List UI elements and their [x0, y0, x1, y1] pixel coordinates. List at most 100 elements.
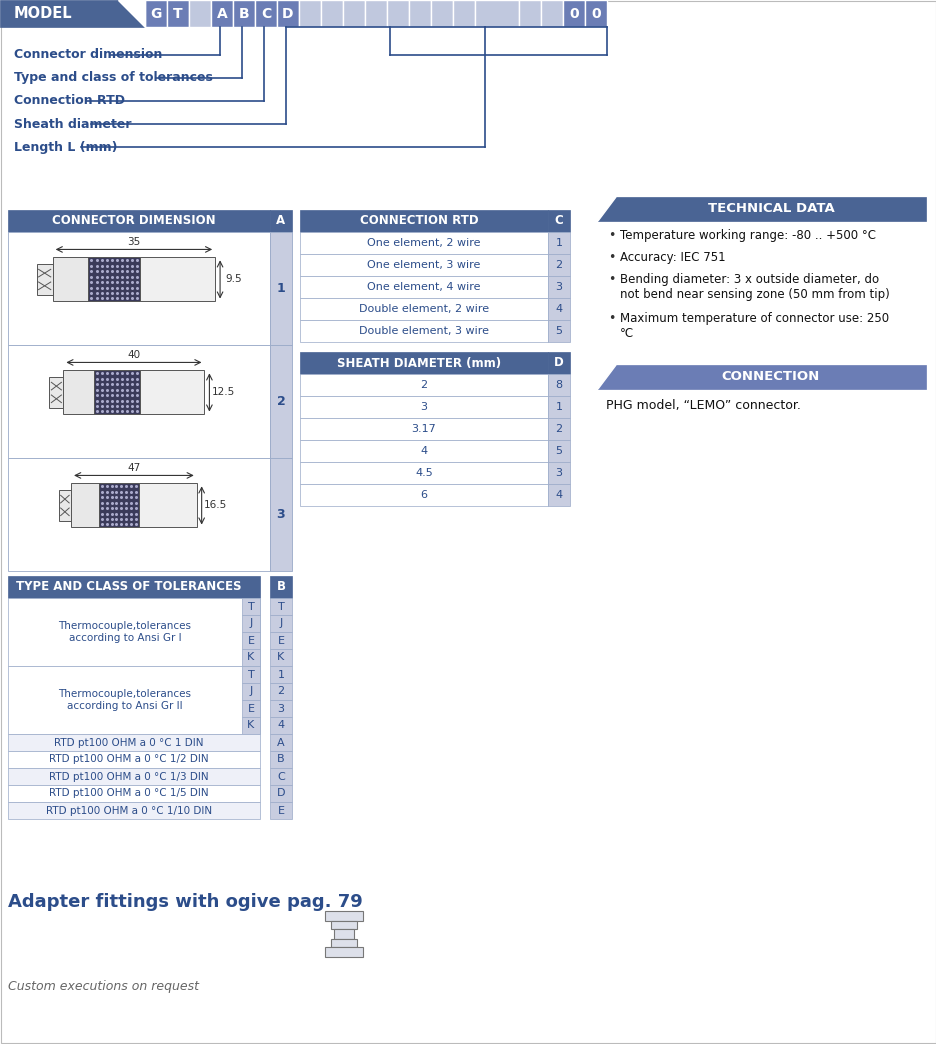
Bar [548, 210, 569, 232]
Text: C: C [554, 214, 563, 228]
Bar [300, 352, 548, 374]
Text: 4.5: 4.5 [415, 468, 432, 478]
Bar [321, 0, 343, 27]
Bar [548, 396, 569, 418]
Bar [548, 254, 569, 276]
Bar [540, 0, 563, 27]
Text: •: • [607, 312, 615, 325]
Bar [8, 576, 259, 598]
Text: 0: 0 [591, 6, 600, 21]
Bar [71, 483, 98, 527]
Text: 2: 2 [420, 380, 427, 390]
Bar [300, 484, 548, 506]
Text: Connection RTD: Connection RTD [14, 95, 124, 108]
Text: RTD pt100 OHM a 0 °C 1/10 DIN: RTD pt100 OHM a 0 °C 1/10 DIN [46, 806, 212, 815]
Text: E: E [247, 704, 255, 713]
Bar [241, 717, 259, 734]
Bar [584, 0, 607, 27]
Text: 9.5: 9.5 [226, 275, 242, 284]
Bar [548, 276, 569, 298]
Bar [299, 0, 321, 27]
Bar [300, 321, 548, 342]
Text: E: E [277, 636, 285, 645]
Bar [452, 0, 475, 27]
Text: G: G [150, 6, 162, 21]
Bar [270, 210, 292, 232]
Bar [270, 717, 292, 734]
Bar [270, 345, 292, 458]
Text: 5: 5 [555, 446, 562, 456]
Text: B: B [276, 580, 285, 593]
Text: Custom executions on request: Custom executions on request [8, 980, 198, 993]
Text: J: J [279, 618, 283, 628]
Bar [548, 374, 569, 396]
Bar [8, 734, 259, 751]
Bar [300, 374, 548, 396]
Bar [8, 458, 270, 571]
Bar [8, 751, 259, 768]
Text: RTD pt100 OHM a 0 °C 1/5 DIN: RTD pt100 OHM a 0 °C 1/5 DIN [49, 788, 209, 799]
Text: PHG model, “LEMO” connector.: PHG model, “LEMO” connector. [606, 399, 800, 412]
Bar [330, 921, 357, 929]
Text: •: • [607, 229, 615, 242]
Text: MODEL: MODEL [14, 6, 73, 21]
Text: 3: 3 [276, 508, 285, 521]
Text: CONNECTOR DIMENSION: CONNECTOR DIMENSION [52, 214, 215, 228]
Bar [270, 802, 292, 818]
Text: 35: 35 [127, 237, 140, 247]
Bar [300, 254, 548, 276]
Bar [270, 649, 292, 666]
Polygon shape [597, 197, 615, 221]
Text: •: • [607, 251, 615, 264]
Bar [140, 258, 215, 302]
Bar [145, 0, 167, 27]
Text: 40: 40 [127, 351, 140, 360]
Bar [8, 345, 270, 458]
Bar [211, 0, 233, 27]
Bar [37, 263, 52, 295]
Bar [270, 734, 292, 751]
Bar [431, 0, 452, 27]
Bar [0, 0, 145, 27]
Text: 47: 47 [127, 464, 140, 473]
Text: D: D [276, 788, 285, 799]
Bar [233, 0, 255, 27]
Text: One element, 4 wire: One element, 4 wire [367, 282, 480, 292]
Bar [270, 699, 292, 717]
Text: Thermocouple,tolerances
according to Ansi Gr II: Thermocouple,tolerances according to Ans… [58, 689, 191, 711]
Polygon shape [118, 0, 145, 27]
Text: 1: 1 [555, 402, 562, 412]
Text: RTD pt100 OHM a 0 °C 1/3 DIN: RTD pt100 OHM a 0 °C 1/3 DIN [49, 772, 209, 782]
Text: 1: 1 [276, 282, 285, 295]
Text: Accuracy: IEC 751: Accuracy: IEC 751 [620, 251, 724, 264]
Text: K: K [247, 652, 255, 663]
Text: E: E [247, 636, 255, 645]
Text: 8: 8 [555, 380, 562, 390]
Text: TYPE AND CLASS OF TOLERANCES: TYPE AND CLASS OF TOLERANCES [16, 580, 241, 593]
Text: Bending diameter: 3 x outside diameter, do
not bend near sensing zone (50 mm fro: Bending diameter: 3 x outside diameter, … [620, 272, 889, 301]
Text: Double element, 2 wire: Double element, 2 wire [358, 304, 489, 314]
Bar [270, 683, 292, 699]
Text: 12.5: 12.5 [212, 387, 235, 398]
Text: 16.5: 16.5 [204, 500, 227, 511]
Bar [548, 298, 569, 321]
Bar [270, 615, 292, 632]
Text: Maximum temperature of connector use: 250
°C: Maximum temperature of connector use: 25… [620, 312, 888, 340]
Text: E: E [277, 806, 285, 815]
Text: One element, 2 wire: One element, 2 wire [367, 238, 480, 248]
Text: A: A [216, 6, 227, 21]
Bar [270, 666, 292, 683]
Bar [408, 0, 431, 27]
Text: 1: 1 [555, 238, 562, 248]
Text: J: J [249, 687, 253, 696]
Bar [365, 0, 387, 27]
Bar [333, 929, 354, 939]
Bar [270, 632, 292, 649]
Text: 5: 5 [555, 326, 562, 336]
Text: C: C [260, 6, 271, 21]
Text: 1: 1 [277, 669, 285, 680]
Text: K: K [247, 720, 255, 731]
Polygon shape [597, 365, 615, 389]
Bar [548, 440, 569, 462]
Bar [277, 0, 299, 27]
